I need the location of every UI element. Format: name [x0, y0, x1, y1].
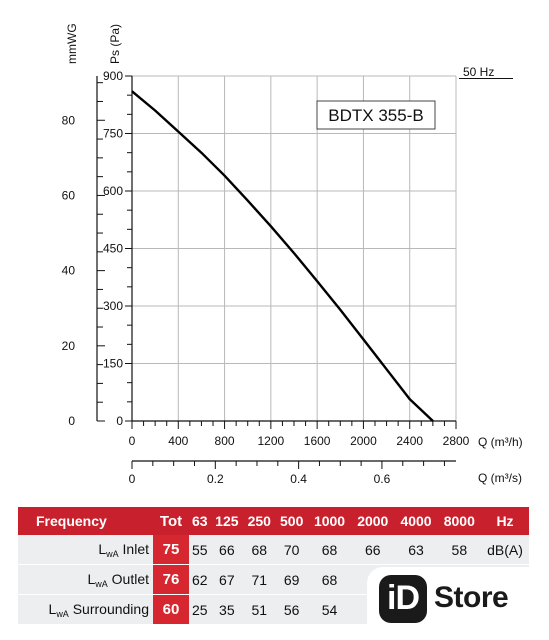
pa-tick-label: 900: [103, 69, 123, 83]
pa-tick-label: 600: [103, 184, 123, 198]
mmwg-tick-label: 60: [62, 188, 76, 202]
mmwg-axis-title: mmWG: [65, 23, 79, 64]
x-tick-label-m3h: 2400: [396, 434, 423, 448]
unit-header: Hz: [481, 507, 529, 535]
value-cell: 56: [275, 594, 308, 624]
store-logo: iD Store: [367, 567, 535, 631]
value-cell: 63: [408, 541, 424, 558]
value-cell: 62: [189, 564, 211, 595]
row-label: LwA Inlet: [98, 540, 149, 559]
model-label: BDTX 355-B: [328, 106, 423, 125]
band-header: 250: [243, 507, 276, 535]
tot-cell: 76: [153, 564, 189, 595]
pa-tick-label: 300: [103, 299, 123, 313]
x-tick-label-m3h: 400: [168, 434, 188, 448]
band-header: 4000: [394, 507, 438, 535]
value-cell: 70: [283, 541, 300, 558]
table-header-row: Frequency Tot 63 125 250 500 1000 2000 4…: [18, 507, 529, 535]
band-header: 1000: [307, 507, 352, 535]
table-row: LwA Inlet 75 55 66 68 70 68 66 63 58 dB(…: [18, 535, 529, 565]
pa-tick-label: 150: [103, 357, 123, 371]
unit-cell: dB(A): [487, 541, 523, 558]
value-cell: 35: [210, 594, 244, 624]
grid: [131, 75, 457, 422]
tot-header: Tot: [153, 507, 189, 535]
band-header: 125: [210, 507, 244, 535]
axes: [96, 75, 457, 469]
performance-curve: [131, 90, 434, 422]
value-cell: 67: [210, 564, 244, 595]
x-tick-label-m3h: 1600: [304, 434, 331, 448]
logo-mark: iD: [379, 575, 427, 623]
tot-cell: 75: [153, 535, 189, 565]
logo-text: Store: [434, 581, 509, 614]
value-cell: 66: [219, 541, 235, 558]
x-axis-title-m3h: Q (m³/h): [478, 435, 523, 449]
mmwg-tick-label: 20: [62, 339, 76, 353]
mmwg-tick-label: 80: [62, 113, 76, 127]
model-box: [316, 100, 436, 130]
mmwg-tick-label: 0: [68, 414, 75, 428]
frequency-label: 50 Hz: [463, 65, 494, 79]
series: [131, 90, 434, 422]
x-tick-label-m3h: 2000: [350, 434, 377, 448]
x-tick-label-m3s: 0: [129, 472, 136, 486]
value-cell: 51: [243, 594, 276, 624]
pa-tick-label: 450: [103, 242, 123, 256]
frequency-header: Frequency: [18, 507, 153, 535]
pa-tick-label: 750: [103, 127, 123, 141]
row-label: LwA Outlet: [18, 564, 153, 595]
pa-tick-label: 0: [116, 414, 123, 428]
value-cell: 25: [189, 594, 211, 624]
pa-axis-title: Ps (Pa): [108, 24, 122, 64]
band-header: 2000: [351, 507, 395, 535]
value-cell: 55: [192, 541, 208, 558]
x-tick-label-m3s: 0.4: [290, 472, 307, 486]
x-tick-label-m3h: 1200: [258, 434, 285, 448]
value-cell: 69: [275, 564, 308, 595]
band-header: 500: [275, 507, 308, 535]
value-cell: 68: [307, 564, 352, 595]
value-cell: 66: [364, 541, 381, 558]
x-tick-label-m3h: 800: [215, 434, 235, 448]
band-header: 8000: [437, 507, 481, 535]
mmwg-tick-label: 40: [62, 264, 76, 278]
value-cell: 71: [243, 564, 276, 595]
x-axis-title-m3s: Q (m³/s): [478, 471, 522, 485]
value-cell: 58: [451, 541, 468, 558]
x-tick-label-m3h: 0: [129, 434, 136, 448]
x-tick-label-m3s: 0.2: [207, 472, 224, 486]
x-tick-label-m3s: 0.6: [374, 472, 391, 486]
value-cell: 68: [321, 541, 338, 558]
x-tick-label-m3h: 2800: [443, 434, 470, 448]
row-label: LwA Surrounding: [18, 594, 153, 624]
tot-cell: 60: [153, 594, 189, 624]
band-header: 63: [189, 507, 211, 535]
value-cell: 68: [251, 541, 268, 558]
value-cell: 54: [307, 594, 352, 624]
